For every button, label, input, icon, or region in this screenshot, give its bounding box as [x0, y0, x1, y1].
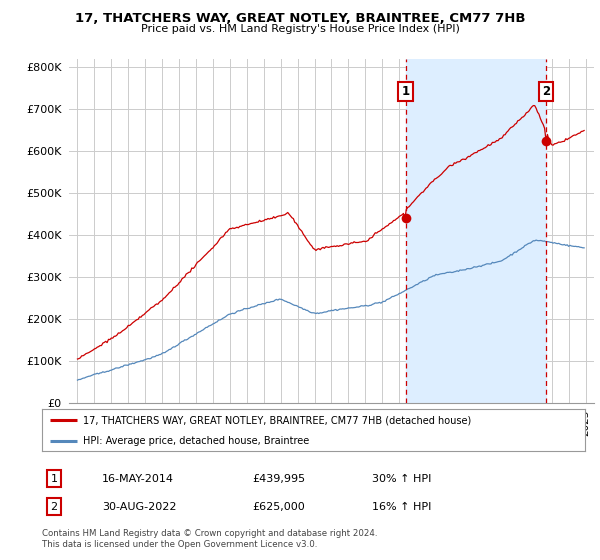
Text: 1: 1 [401, 85, 410, 98]
Text: 17, THATCHERS WAY, GREAT NOTLEY, BRAINTREE, CM77 7HB (detached house): 17, THATCHERS WAY, GREAT NOTLEY, BRAINTR… [83, 415, 471, 425]
Text: £439,995: £439,995 [252, 474, 305, 484]
Text: HPI: Average price, detached house, Braintree: HPI: Average price, detached house, Brai… [83, 436, 309, 446]
Text: Price paid vs. HM Land Registry's House Price Index (HPI): Price paid vs. HM Land Registry's House … [140, 24, 460, 34]
Text: £625,000: £625,000 [252, 502, 305, 512]
Text: 16% ↑ HPI: 16% ↑ HPI [372, 502, 431, 512]
Text: 17, THATCHERS WAY, GREAT NOTLEY, BRAINTREE, CM77 7HB: 17, THATCHERS WAY, GREAT NOTLEY, BRAINTR… [75, 12, 525, 25]
Text: 2: 2 [50, 502, 58, 512]
Text: 16-MAY-2014: 16-MAY-2014 [102, 474, 174, 484]
Text: 2: 2 [542, 85, 550, 98]
Bar [406, 59, 546, 403]
Text: 30% ↑ HPI: 30% ↑ HPI [372, 474, 431, 484]
Text: 1: 1 [50, 474, 58, 484]
Text: Contains HM Land Registry data © Crown copyright and database right 2024.
This d: Contains HM Land Registry data © Crown c… [42, 529, 377, 549]
Text: 30-AUG-2022: 30-AUG-2022 [102, 502, 176, 512]
